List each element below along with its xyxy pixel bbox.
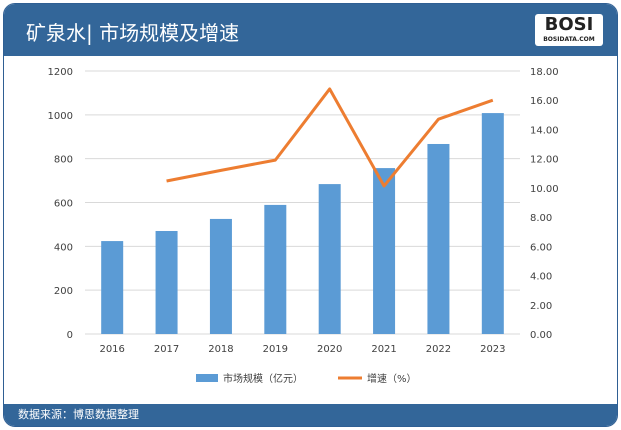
growth-line (166, 87, 494, 188)
x-tick: 2019 (263, 344, 288, 355)
x-tick: 2018 (208, 344, 233, 355)
y-right-tick: 12.00 (530, 155, 559, 166)
x-tick: 2021 (371, 344, 396, 355)
bar (155, 230, 178, 334)
bar (209, 218, 232, 334)
y-right-tick: 4.00 (530, 272, 552, 283)
bar (264, 204, 287, 334)
x-tick: 2017 (154, 344, 179, 355)
y-left-tick: 200 (54, 286, 73, 297)
y-left-tick: 400 (54, 242, 73, 253)
y-right-tick: 18.00 (530, 67, 559, 78)
x-tick: 2022 (426, 344, 451, 355)
chart-frame: 矿泉水| 市场规模及增速 BOSI BOSIDATA.COM 数据来源：博思数据整… (3, 3, 618, 427)
x-tick: 2020 (317, 344, 342, 355)
source-note: 数据来源：博思数据整理 (4, 404, 617, 426)
bar (373, 168, 396, 334)
bar (427, 143, 450, 334)
header: 矿泉水| 市场规模及增速 BOSI BOSIDATA.COM (4, 4, 617, 56)
y-left-tick: 800 (54, 155, 73, 166)
legend-bar-swatch (196, 374, 218, 382)
logo-subtext: BOSIDATA.COM (543, 36, 595, 43)
bar (101, 241, 124, 334)
y-right-tick: 2.00 (530, 301, 552, 312)
x-tick: 2016 (99, 344, 124, 355)
y-right-tick: 16.00 (530, 96, 559, 107)
bar (318, 184, 341, 334)
y-right-tick: 0.00 (530, 330, 552, 341)
logo-text: BOSI (544, 14, 594, 35)
legend-bar-label: 市场规模（亿元） (223, 372, 303, 385)
y-right-tick: 14.00 (530, 125, 559, 136)
y-right-tick: 8.00 (530, 213, 552, 224)
legend-line-label: 增速（%） (367, 372, 417, 385)
bar (481, 113, 504, 334)
chart-title: 矿泉水| 市场规模及增速 (26, 21, 240, 45)
y-left-tick: 0 (67, 330, 73, 341)
y-right-tick: 6.00 (530, 242, 552, 253)
y-left-tick: 600 (54, 199, 73, 210)
y-right-tick: 10.00 (530, 184, 559, 195)
y-left-tick: 1000 (48, 111, 73, 122)
x-tick: 2023 (480, 344, 505, 355)
y-left-tick: 1200 (48, 67, 73, 78)
bosi-logo: BOSI BOSIDATA.COM (535, 14, 603, 46)
